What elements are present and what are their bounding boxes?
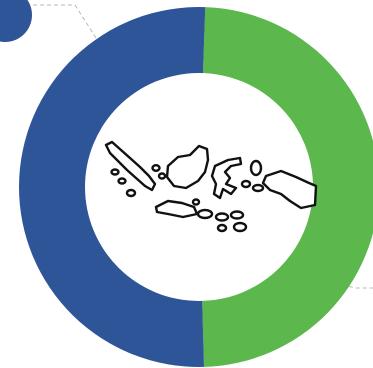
- leader-line-top-left: [26, 4, 97, 39]
- leader-line-bottom-right: [341, 284, 373, 289]
- donut-hole: [85, 73, 313, 301]
- leader-lines: [26, 4, 373, 289]
- indonesia-map-icon: [104, 140, 318, 233]
- callout-marker: [0, 0, 32, 42]
